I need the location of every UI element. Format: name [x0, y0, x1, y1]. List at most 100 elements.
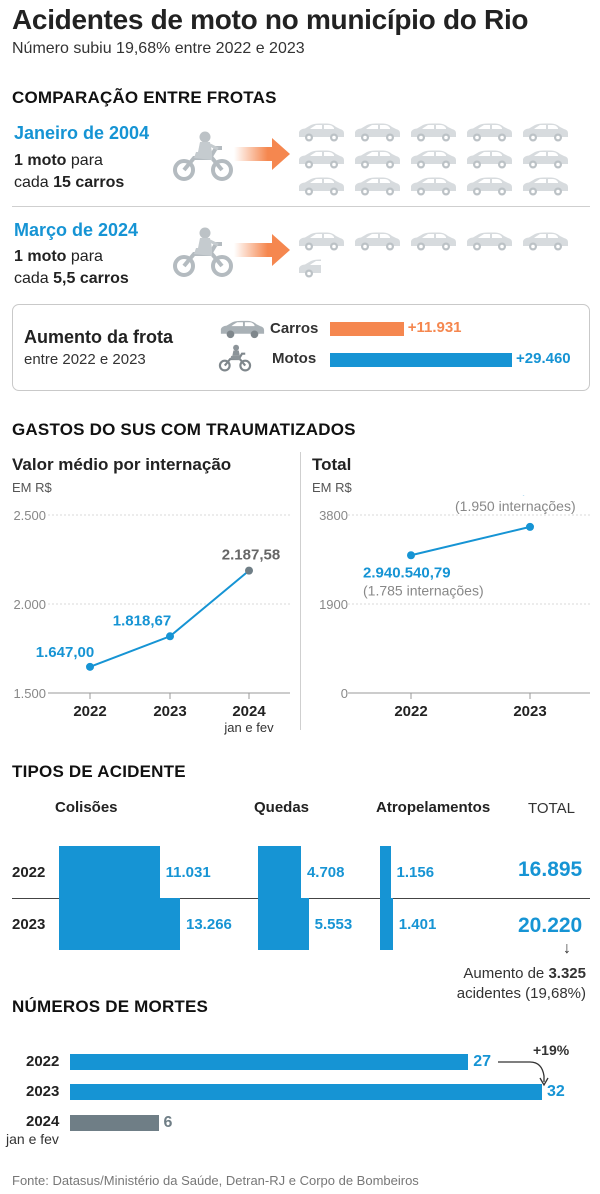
accident-value-label: 13.266 [186, 916, 232, 933]
period-2004-date: Janeiro de 2004 [14, 123, 150, 143]
period-2024-ratio: 1 moto para cada 5,5 carros [14, 246, 129, 290]
death-year-2024-note: jan e fev [6, 1131, 59, 1147]
col-head-total: TOTAL [528, 800, 575, 817]
ratio-cars: 5,5 carros [53, 270, 129, 287]
accident-value-label: 4.708 [306, 864, 345, 881]
col-head-quedas: Quedas [254, 799, 310, 816]
fleet-growth-subtitle: entre 2022 e 2023 [24, 351, 146, 368]
accident-bar [258, 846, 301, 898]
death-year-2023: 2023 [26, 1083, 60, 1100]
y-tick-label: 0 [341, 686, 348, 701]
death-year-2022: 2022 [26, 1053, 60, 1070]
arrow-right-icon [234, 136, 292, 172]
y-tick-label: 2.500 [13, 508, 46, 523]
car-row [296, 257, 570, 279]
death-year-2024: 2024 [26, 1113, 60, 1130]
arrow-right-icon [234, 232, 292, 268]
growth-label-motos: Motos [272, 350, 317, 367]
chart-divider [300, 452, 301, 730]
total-chart-title: Total [312, 455, 352, 474]
x-tick-label: 2024 [232, 703, 266, 720]
data-label: 3.546.403,37 [455, 495, 543, 497]
accident-value-label: 1.401 [398, 916, 437, 933]
total-chart-unit: EM R$ [312, 480, 352, 495]
car-row [296, 230, 570, 252]
accident-year-2022: 2022 [12, 864, 46, 881]
car-icon [218, 318, 266, 340]
car-icon [464, 175, 514, 197]
car-icon [296, 175, 346, 197]
increase-prefix: Aumento de [463, 965, 549, 982]
accident-year-2023: 2023 [12, 916, 46, 933]
arrow-down-icon: ↓ [563, 940, 571, 957]
death-value-label: 27 [473, 1053, 492, 1070]
increase-line2: acidentes (19,68%) [456, 985, 586, 1002]
data-label: 2.187,58 [222, 547, 280, 564]
death-bar [70, 1084, 542, 1100]
x-tick-label: 2022 [394, 703, 427, 720]
y-tick-label: 1.500 [13, 686, 46, 701]
car-icon [408, 175, 458, 197]
cars-grid-2024 [296, 230, 570, 279]
avg-chart-unit: EM R$ [12, 480, 52, 495]
accident-bar [59, 898, 180, 950]
death-value-label: 6 [163, 1114, 173, 1131]
car-icon [520, 175, 570, 197]
car-icon [520, 230, 570, 252]
divider [12, 206, 590, 207]
half-car [296, 257, 321, 279]
deaths-section-title: NÚMEROS DE MORTES [12, 997, 209, 1016]
period-2004-ratio: 1 moto para cada 15 carros [14, 150, 124, 194]
accident-bar [380, 846, 391, 898]
car-row [296, 121, 570, 143]
accident-total-2022: 16.895 [518, 858, 583, 881]
car-icon [464, 121, 514, 143]
death-bar [70, 1054, 469, 1070]
car-icon [464, 148, 514, 170]
accidents-section-title: TIPOS DE ACIDENTE [12, 762, 186, 781]
death-change-label: +19% [533, 1042, 570, 1058]
car-icon [352, 175, 402, 197]
car-row [296, 148, 570, 170]
data-label: 1.647,00 [36, 644, 94, 661]
y-tick-label: 1900 [319, 597, 348, 612]
data-point [166, 632, 174, 641]
growth-bar-motos [330, 353, 512, 367]
growth-bar-cars [330, 322, 404, 336]
car-icon [352, 121, 402, 143]
y-tick-label: 3800 [319, 508, 348, 523]
growth-value-cars: +11.931 [407, 319, 462, 336]
increase-value: 3.325 [548, 965, 586, 982]
car-icon [520, 121, 570, 143]
data-label: 1.818,67 [113, 612, 171, 629]
accident-value-label: 11.031 [165, 864, 211, 881]
sus-section-title: GASTOS DO SUS COM TRAUMATIZADOS [12, 420, 356, 439]
accident-total-2023: 20.220 [518, 914, 583, 937]
death-value-label: 32 [547, 1083, 565, 1100]
ratio-para: para [66, 152, 103, 169]
x-tick-label: 2023 [513, 703, 546, 720]
fleet-growth-title: Aumento da frota [24, 327, 174, 347]
death-bar [70, 1115, 159, 1131]
period-2024-date: Março de 2024 [14, 220, 139, 240]
car-icon [464, 230, 514, 252]
car-icon [408, 121, 458, 143]
car-icon [352, 230, 402, 252]
data-point [86, 662, 94, 671]
fleet-growth-box [12, 304, 590, 391]
car-icon [352, 148, 402, 170]
car-icon [296, 230, 346, 252]
accident-bar [380, 898, 393, 950]
ratio-para: para [66, 248, 103, 265]
ratio-moto: 1 moto [14, 152, 67, 169]
moto-icon [172, 130, 234, 182]
col-head-colisoes: Colisões [55, 799, 118, 816]
ratio-cars: 15 carros [53, 174, 125, 191]
data-point [407, 551, 415, 560]
data-note: (1.950 internações) [455, 498, 576, 514]
ratio-cada: cada [14, 174, 54, 191]
x-note: jan e fev [223, 720, 274, 735]
fleet-section-title: COMPARAÇÃO ENTRE FROTAS [12, 88, 277, 107]
avg-chart-title: Valor médio por internação [12, 455, 232, 474]
accident-value-label: 1.156 [396, 864, 435, 881]
